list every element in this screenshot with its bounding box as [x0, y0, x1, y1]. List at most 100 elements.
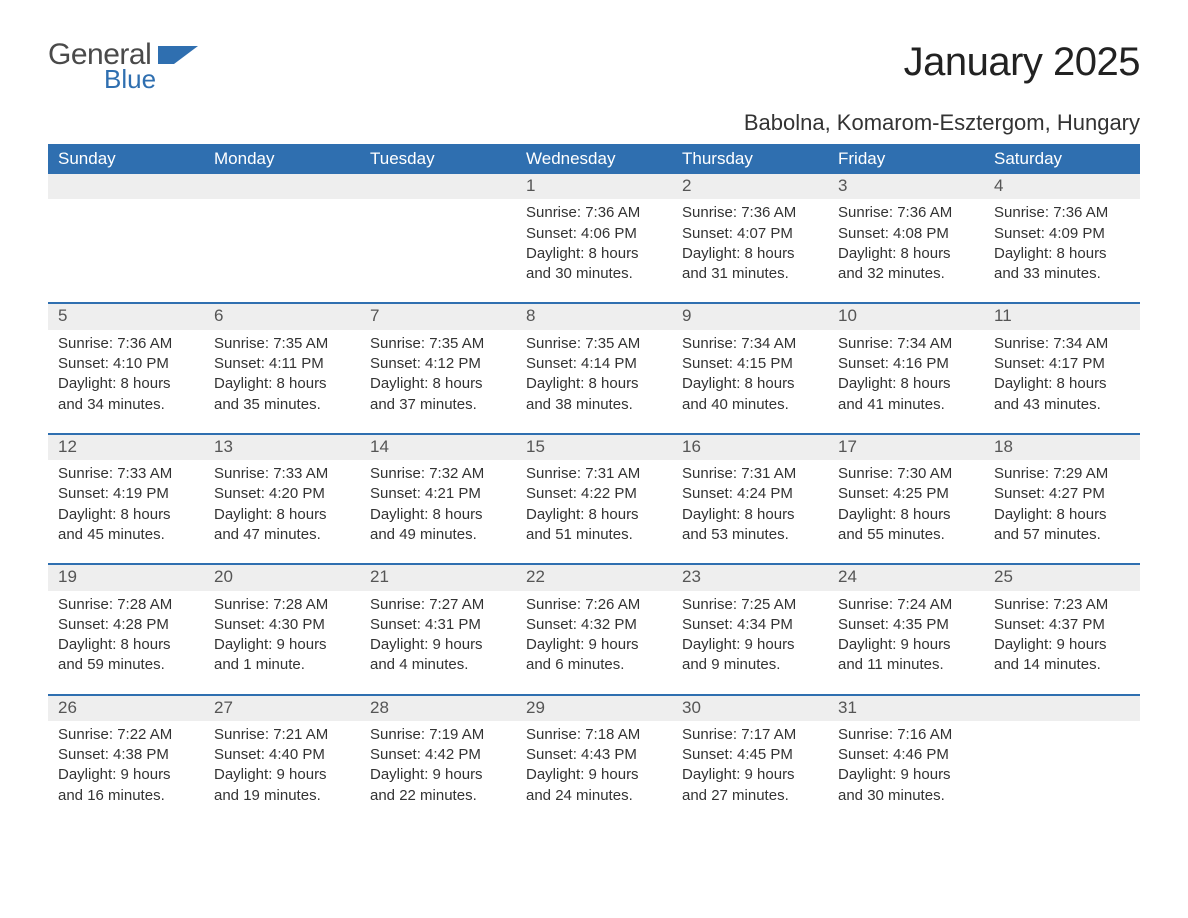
- sunrise-line: Sunrise: 7:17 AM: [682, 725, 818, 745]
- daylight-line-2: and 24 minutes.: [526, 786, 662, 806]
- weekday-label: Tuesday: [360, 144, 516, 174]
- sunset-line: Sunset: 4:31 PM: [370, 615, 506, 635]
- day-cell: 8Sunrise: 7:35 AMSunset: 4:14 PMDaylight…: [516, 304, 672, 414]
- sunset-line: Sunset: 4:38 PM: [58, 745, 194, 765]
- date-number: 19: [48, 565, 204, 590]
- sunrise-line: Sunrise: 7:22 AM: [58, 725, 194, 745]
- sunrise-line: Sunrise: 7:34 AM: [994, 334, 1130, 354]
- daylight-line-2: and 6 minutes.: [526, 655, 662, 675]
- day-details: Sunrise: 7:31 AMSunset: 4:22 PMDaylight:…: [516, 460, 672, 545]
- week-row: 5Sunrise: 7:36 AMSunset: 4:10 PMDaylight…: [48, 302, 1140, 432]
- sunset-line: Sunset: 4:15 PM: [682, 354, 818, 374]
- daylight-line-2: and 35 minutes.: [214, 395, 350, 415]
- daylight-line-1: Daylight: 9 hours: [838, 635, 974, 655]
- daylight-line-2: and 16 minutes.: [58, 786, 194, 806]
- daylight-line-1: Daylight: 9 hours: [838, 765, 974, 785]
- date-number: 22: [516, 565, 672, 590]
- sunset-line: Sunset: 4:28 PM: [58, 615, 194, 635]
- daylight-line-2: and 11 minutes.: [838, 655, 974, 675]
- daylight-line-2: and 57 minutes.: [994, 525, 1130, 545]
- sunrise-line: Sunrise: 7:19 AM: [370, 725, 506, 745]
- date-number: [984, 696, 1140, 721]
- daylight-line-2: and 51 minutes.: [526, 525, 662, 545]
- weeks-container: 1Sunrise: 7:36 AMSunset: 4:06 PMDaylight…: [48, 174, 1140, 824]
- month-title: January 2025: [904, 40, 1140, 85]
- day-details: Sunrise: 7:18 AMSunset: 4:43 PMDaylight:…: [516, 721, 672, 806]
- daylight-line-2: and 32 minutes.: [838, 264, 974, 284]
- daylight-line-1: Daylight: 8 hours: [526, 244, 662, 264]
- daylight-line-2: and 30 minutes.: [526, 264, 662, 284]
- daylight-line-1: Daylight: 9 hours: [214, 635, 350, 655]
- day-details: Sunrise: 7:28 AMSunset: 4:28 PMDaylight:…: [48, 591, 204, 676]
- sunset-line: Sunset: 4:19 PM: [58, 484, 194, 504]
- sunrise-line: Sunrise: 7:26 AM: [526, 595, 662, 615]
- sunset-line: Sunset: 4:43 PM: [526, 745, 662, 765]
- day-cell: 4Sunrise: 7:36 AMSunset: 4:09 PMDaylight…: [984, 174, 1140, 284]
- day-cell: [360, 174, 516, 284]
- day-details: Sunrise: 7:25 AMSunset: 4:34 PMDaylight:…: [672, 591, 828, 676]
- weekday-label: Wednesday: [516, 144, 672, 174]
- sunrise-line: Sunrise: 7:28 AM: [214, 595, 350, 615]
- sunrise-line: Sunrise: 7:33 AM: [214, 464, 350, 484]
- day-details: Sunrise: 7:36 AMSunset: 4:09 PMDaylight:…: [984, 199, 1140, 284]
- sunset-line: Sunset: 4:17 PM: [994, 354, 1130, 374]
- sunset-line: Sunset: 4:09 PM: [994, 224, 1130, 244]
- day-details: Sunrise: 7:26 AMSunset: 4:32 PMDaylight:…: [516, 591, 672, 676]
- date-number: 12: [48, 435, 204, 460]
- daylight-line-2: and 22 minutes.: [370, 786, 506, 806]
- day-details: Sunrise: 7:28 AMSunset: 4:30 PMDaylight:…: [204, 591, 360, 676]
- daylight-line-1: Daylight: 9 hours: [682, 765, 818, 785]
- sunrise-line: Sunrise: 7:35 AM: [526, 334, 662, 354]
- sunset-line: Sunset: 4:22 PM: [526, 484, 662, 504]
- daylight-line-1: Daylight: 9 hours: [370, 635, 506, 655]
- weekday-label: Sunday: [48, 144, 204, 174]
- day-cell: 14Sunrise: 7:32 AMSunset: 4:21 PMDayligh…: [360, 435, 516, 545]
- sunset-line: Sunset: 4:45 PM: [682, 745, 818, 765]
- sunset-line: Sunset: 4:11 PM: [214, 354, 350, 374]
- daylight-line-1: Daylight: 9 hours: [214, 765, 350, 785]
- daylight-line-2: and 59 minutes.: [58, 655, 194, 675]
- date-number: 27: [204, 696, 360, 721]
- day-cell: [48, 174, 204, 284]
- daylight-line-2: and 37 minutes.: [370, 395, 506, 415]
- daylight-line-1: Daylight: 9 hours: [994, 635, 1130, 655]
- day-cell: 27Sunrise: 7:21 AMSunset: 4:40 PMDayligh…: [204, 696, 360, 806]
- date-number: 9: [672, 304, 828, 329]
- sunset-line: Sunset: 4:16 PM: [838, 354, 974, 374]
- sunrise-line: Sunrise: 7:27 AM: [370, 595, 506, 615]
- day-cell: 3Sunrise: 7:36 AMSunset: 4:08 PMDaylight…: [828, 174, 984, 284]
- day-cell: 17Sunrise: 7:30 AMSunset: 4:25 PMDayligh…: [828, 435, 984, 545]
- day-cell: 28Sunrise: 7:19 AMSunset: 4:42 PMDayligh…: [360, 696, 516, 806]
- sunrise-line: Sunrise: 7:34 AM: [838, 334, 974, 354]
- daylight-line-2: and 53 minutes.: [682, 525, 818, 545]
- daylight-line-1: Daylight: 8 hours: [214, 505, 350, 525]
- weekday-label: Monday: [204, 144, 360, 174]
- date-number: 16: [672, 435, 828, 460]
- daylight-line-1: Daylight: 9 hours: [370, 765, 506, 785]
- day-cell: 31Sunrise: 7:16 AMSunset: 4:46 PMDayligh…: [828, 696, 984, 806]
- day-cell: 5Sunrise: 7:36 AMSunset: 4:10 PMDaylight…: [48, 304, 204, 414]
- sunset-line: Sunset: 4:12 PM: [370, 354, 506, 374]
- day-details: Sunrise: 7:23 AMSunset: 4:37 PMDaylight:…: [984, 591, 1140, 676]
- date-number: 15: [516, 435, 672, 460]
- day-cell: [204, 174, 360, 284]
- daylight-line-1: Daylight: 8 hours: [682, 374, 818, 394]
- day-cell: 7Sunrise: 7:35 AMSunset: 4:12 PMDaylight…: [360, 304, 516, 414]
- brand-name-2: Blue: [104, 66, 156, 92]
- daylight-line-2: and 34 minutes.: [58, 395, 194, 415]
- title-block: January 2025: [904, 40, 1140, 85]
- date-number: 14: [360, 435, 516, 460]
- date-number: 4: [984, 174, 1140, 199]
- sunset-line: Sunset: 4:20 PM: [214, 484, 350, 504]
- sunrise-line: Sunrise: 7:35 AM: [214, 334, 350, 354]
- daylight-line-2: and 55 minutes.: [838, 525, 974, 545]
- sunrise-line: Sunrise: 7:36 AM: [838, 203, 974, 223]
- day-details: Sunrise: 7:19 AMSunset: 4:42 PMDaylight:…: [360, 721, 516, 806]
- day-details: Sunrise: 7:33 AMSunset: 4:19 PMDaylight:…: [48, 460, 204, 545]
- date-number: 28: [360, 696, 516, 721]
- sunrise-line: Sunrise: 7:25 AM: [682, 595, 818, 615]
- daylight-line-1: Daylight: 8 hours: [838, 374, 974, 394]
- brand-mark-icon: [158, 40, 202, 75]
- date-number: 11: [984, 304, 1140, 329]
- date-number: 10: [828, 304, 984, 329]
